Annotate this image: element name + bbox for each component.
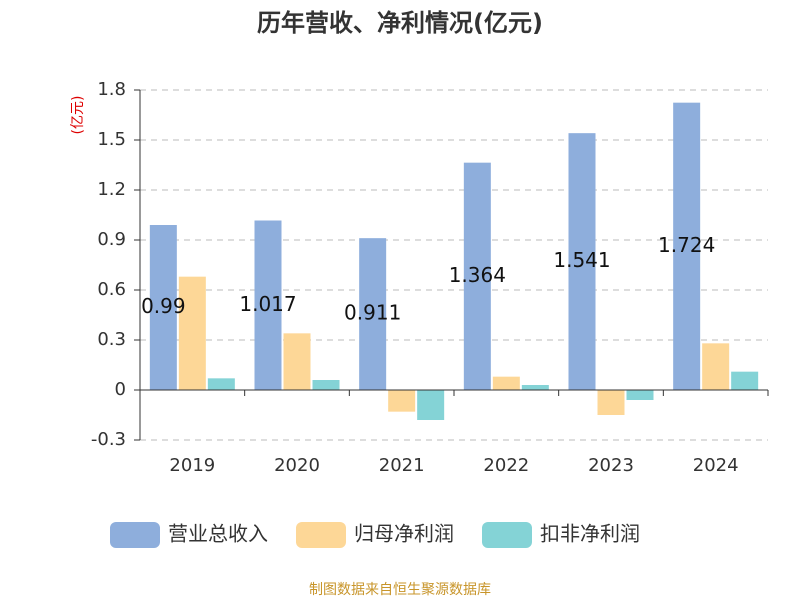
bar xyxy=(673,102,701,391)
bar xyxy=(463,162,491,390)
x-tick-label: 2021 xyxy=(379,455,425,476)
bar xyxy=(731,371,759,390)
value-label: 1.724 xyxy=(658,233,715,257)
value-label: 1.017 xyxy=(239,292,296,316)
y-tick-label: 0.3 xyxy=(97,329,126,350)
bar xyxy=(568,133,596,390)
y-tick-label: 1.5 xyxy=(97,129,126,150)
value-label: 1.541 xyxy=(553,248,610,272)
bar xyxy=(702,343,730,390)
value-label: 0.911 xyxy=(344,301,401,325)
legend-swatch xyxy=(482,522,532,548)
legend-label: 归母净利润 xyxy=(354,522,454,546)
x-tick-label: 2019 xyxy=(169,455,215,476)
x-tick-label: 2023 xyxy=(588,455,634,476)
x-tick-label: 2020 xyxy=(274,455,320,476)
y-tick-label: 0.6 xyxy=(97,279,126,300)
legend-label: 营业总收入 xyxy=(168,522,268,546)
y-tick-label: 0 xyxy=(115,379,126,400)
bar xyxy=(597,390,625,415)
value-label: 1.364 xyxy=(449,263,506,287)
y-axis-label: (亿元) xyxy=(70,96,86,135)
x-tick-label: 2024 xyxy=(693,455,739,476)
bar xyxy=(283,333,311,390)
y-tick-label: -0.3 xyxy=(91,429,126,450)
bar xyxy=(521,385,549,390)
bar xyxy=(207,378,235,390)
bar xyxy=(492,376,520,390)
legend-swatch xyxy=(296,522,346,548)
chart-title: 历年营收、净利情况(亿元) xyxy=(257,9,543,37)
x-tick-label: 2022 xyxy=(483,455,529,476)
y-tick-label: 1.8 xyxy=(97,79,126,100)
bar xyxy=(178,276,206,390)
source-note: 制图数据来自恒生聚源数据库 xyxy=(309,582,491,598)
bar xyxy=(254,220,282,390)
bar xyxy=(626,390,654,400)
bar xyxy=(388,390,416,412)
y-tick-label: 0.9 xyxy=(97,229,126,250)
bar xyxy=(149,225,177,390)
bar xyxy=(417,390,445,420)
bar xyxy=(312,380,340,390)
legend-swatch xyxy=(110,522,160,548)
y-tick-label: 1.2 xyxy=(97,179,126,200)
value-label: 0.99 xyxy=(141,294,186,318)
bar xyxy=(359,238,387,390)
legend-label: 扣非净利润 xyxy=(540,522,640,546)
